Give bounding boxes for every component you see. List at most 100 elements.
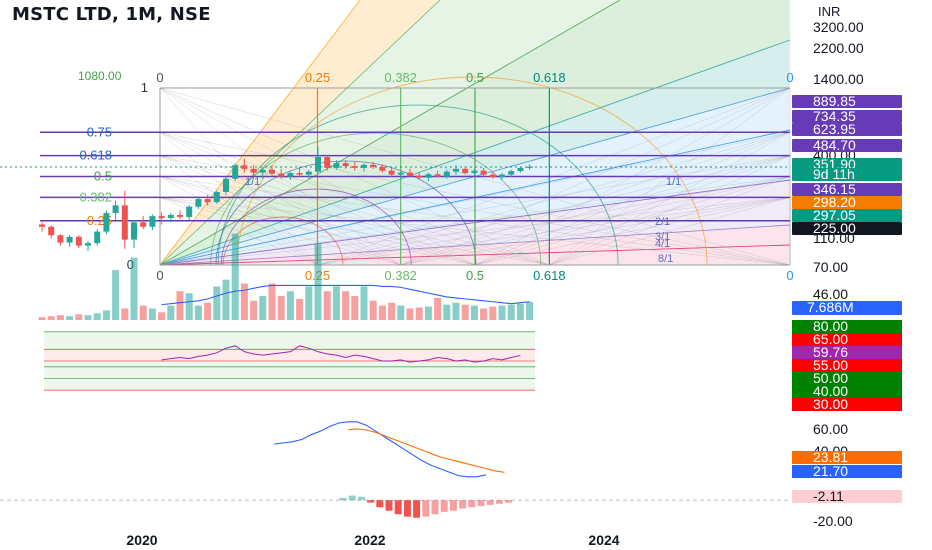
volume-bar <box>112 270 120 320</box>
fib-grid-ray <box>317 197 791 266</box>
price-badge-label: 9d 11h <box>813 166 855 182</box>
price-tick: 2200.00 <box>813 40 864 56</box>
macd-badge <box>792 490 902 503</box>
macd-histogram-bar <box>357 496 365 501</box>
volume-bar <box>332 286 340 320</box>
candle-body <box>351 166 358 168</box>
volume-bar <box>507 304 515 320</box>
volume-bar <box>277 296 285 320</box>
price-badge-label: 297.05 <box>813 207 856 223</box>
volume-bar <box>443 304 451 320</box>
fib-grid-ray <box>400 155 791 266</box>
fib-grid-ray <box>474 132 791 266</box>
fib-horizontal-label: 1 <box>141 80 148 95</box>
price-badge <box>792 168 902 181</box>
fib-grid-ray <box>159 197 401 266</box>
candle-body <box>39 224 45 227</box>
fib-horizontal-label: 0.75 <box>87 124 112 139</box>
candle-body <box>177 214 183 217</box>
price-badge <box>792 139 902 152</box>
volume-bar <box>185 293 193 320</box>
volume-bar <box>56 315 64 320</box>
fib-horizontal-label: 0 <box>127 257 134 272</box>
volume-bar <box>231 233 239 320</box>
candle-body <box>131 222 137 240</box>
rsi-pane <box>44 331 535 391</box>
candle-body <box>140 222 147 227</box>
candle-body <box>443 171 450 177</box>
fib-fan-label: 1/1 <box>245 176 260 188</box>
rsi-badge-label: 80.00 <box>813 318 848 334</box>
currency-label: INR <box>818 4 841 19</box>
macd-histogram-bar <box>385 500 393 511</box>
candle-body <box>425 174 432 178</box>
fib-vertical-top-label: 0 <box>786 70 793 85</box>
macd-histogram-bar <box>431 500 439 515</box>
volume-pane <box>38 233 534 320</box>
rsi-badge-label: 59.76 <box>813 344 848 360</box>
rsi-badge-label: 65.00 <box>813 331 848 347</box>
candle-body <box>103 213 110 232</box>
price-tick: 3200.00 <box>813 19 864 35</box>
candle-body <box>370 164 377 167</box>
volume-bar <box>176 291 184 320</box>
candle-body <box>186 206 193 217</box>
candle-body <box>57 235 64 243</box>
price-badge-label: 298.20 <box>813 194 856 210</box>
candle-body <box>112 205 119 214</box>
fib-vertical-top-label: 0.618 <box>533 70 566 85</box>
fib-grid-ray <box>474 155 791 266</box>
fib-grid-ray <box>159 132 550 266</box>
rsi-band <box>44 331 535 350</box>
fib-grid-ray <box>159 155 550 266</box>
price-badge-label: 623.95 <box>813 121 856 137</box>
macd-histogram-bar <box>367 500 375 503</box>
volume-bar <box>102 310 110 320</box>
price-badge <box>792 209 902 222</box>
fib-arc <box>222 216 344 266</box>
fib-vertical-top-label: 0.382 <box>384 70 417 85</box>
price-badge <box>792 183 902 196</box>
volume-ma-line <box>161 284 530 306</box>
candle-body <box>250 168 257 173</box>
candle-body <box>287 173 294 177</box>
candle-body <box>75 236 82 246</box>
price-tick: 70.00 <box>813 259 848 275</box>
candle-body <box>471 170 478 174</box>
fib-vertical-bottom-label: 0.5 <box>466 268 484 283</box>
fib-horizontal-label: 0.618 <box>79 148 112 163</box>
candle-body <box>361 164 367 168</box>
candle-body <box>121 205 128 240</box>
volume-bar <box>452 302 460 320</box>
rsi-badge <box>792 333 902 346</box>
volume-bar <box>158 312 166 320</box>
fibonacci-fan: 1080.0000.250.3820.50.618000.250.3820.50… <box>0 0 794 283</box>
candle-body <box>499 174 505 178</box>
fib-arc <box>217 104 619 266</box>
price-badge <box>792 95 902 108</box>
volume-bar <box>498 305 506 320</box>
volume-bar <box>369 300 377 320</box>
rsi-badge-label: 40.00 <box>813 383 848 399</box>
macd-tick: 60.00 <box>813 421 848 437</box>
candle-body <box>416 175 423 178</box>
macd-badge <box>792 465 902 478</box>
fib-fan-label: 3/1 <box>655 231 670 243</box>
candle-body <box>149 216 156 227</box>
volume-bar <box>148 308 156 320</box>
candle-body <box>388 170 395 175</box>
candle-body <box>517 167 524 172</box>
rsi-badge <box>792 359 902 372</box>
candle-body <box>315 157 321 172</box>
fib-grid-ray <box>159 132 401 266</box>
candle-body <box>94 231 101 244</box>
fib-grid-ray <box>400 132 791 266</box>
price-badge-label: 225.00 <box>813 220 856 236</box>
fib-vertical-bottom-label: 0.618 <box>533 268 566 283</box>
time-axis-label: 2022 <box>354 532 385 548</box>
macd-histogram-bar <box>422 500 430 517</box>
candle-body <box>158 216 165 219</box>
macd-badge <box>792 451 902 464</box>
macd-histogram-bar <box>495 500 503 504</box>
